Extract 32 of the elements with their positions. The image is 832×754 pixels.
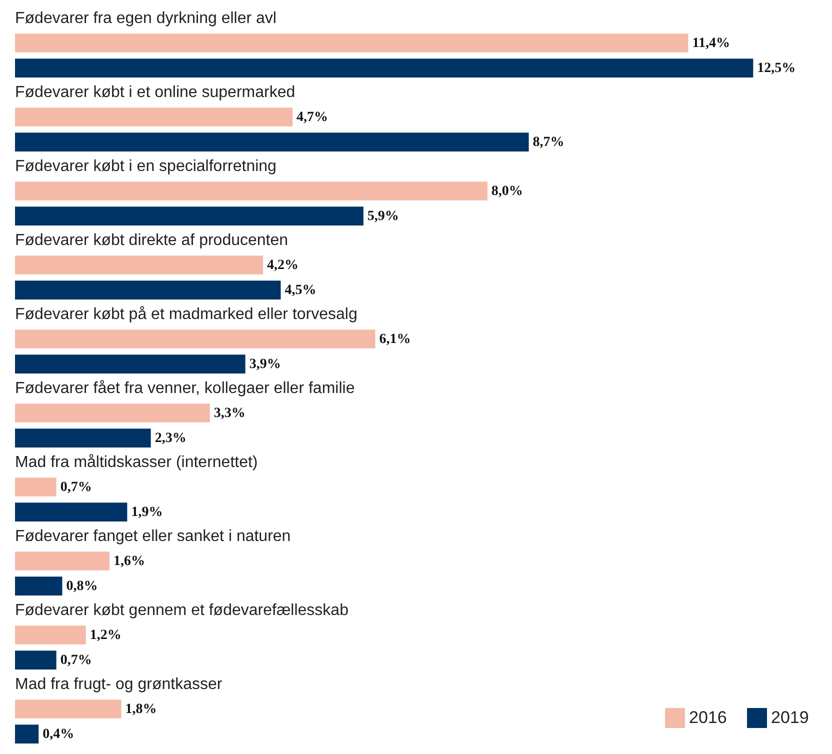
data-label: 0,7% xyxy=(60,480,92,495)
data-label: 0,4% xyxy=(42,727,74,742)
data-label: 6,1% xyxy=(379,332,411,347)
y-tick-label: Fødevarer købt i en specialforretning xyxy=(15,158,276,175)
data-label: 0,8% xyxy=(66,579,98,594)
data-label: 3,3% xyxy=(214,406,246,421)
data-label: 12,5% xyxy=(757,61,796,76)
y-tick-label: Mad fra måltidskasser (internettet) xyxy=(15,454,258,471)
data-label: 11,4% xyxy=(692,36,730,51)
y-tick-label: Fødevarer købt i et online supermarked xyxy=(15,84,296,101)
data-label: 2,3% xyxy=(154,431,186,446)
data-label: 1,6% xyxy=(113,554,145,569)
y-tick-label: Mad fra frugt- og grøntkasser xyxy=(15,676,223,693)
data-label: 0,7% xyxy=(60,653,92,668)
data-label: 8,7% xyxy=(532,135,564,150)
data-label: 1,9% xyxy=(131,505,163,520)
legend-label: 2019 xyxy=(771,708,809,727)
y-tick-label: Fødevarer købt på et madmarked eller torvesalg xyxy=(15,306,358,323)
data-label: 3,9% xyxy=(249,357,281,372)
data-label: 4,5% xyxy=(284,283,316,298)
y-tick-label: Fødevarer fanget eller sanket i naturen xyxy=(15,528,291,545)
y-tick-label: Fødevarer fået fra venner, kollegaer eller familie xyxy=(15,380,355,397)
y-tick-label: Fødevarer købt gennem et fødevarefællesskab xyxy=(15,602,349,619)
y-tick-label: Fødevarer fra egen dyrkning eller avl xyxy=(15,10,276,27)
data-label: 4,7% xyxy=(296,110,328,125)
y-tick-label: Fødevarer købt direkte af producenten xyxy=(15,232,288,249)
data-label: 8,0% xyxy=(491,184,523,199)
data-label: 1,2% xyxy=(90,628,122,643)
data-label: 1,8% xyxy=(125,702,157,717)
legend-label: 2016 xyxy=(689,708,727,727)
data-label: 5,9% xyxy=(367,209,399,224)
data-label: 4,2% xyxy=(267,258,299,273)
